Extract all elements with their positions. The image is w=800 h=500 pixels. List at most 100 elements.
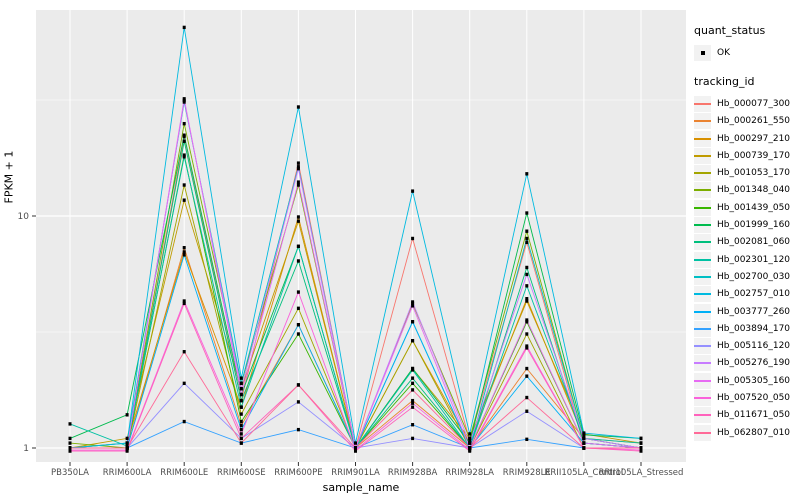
data-point [525,395,529,400]
data-point [639,436,643,441]
data-point [182,246,186,250]
data-point [239,441,243,445]
data-point [296,322,300,327]
data-point [68,441,72,445]
legend-item-label: Hb_005276_190 [717,358,791,369]
legend-item-label: Hb_003777_260 [717,306,791,317]
data-point [354,446,357,450]
data-point [639,449,643,453]
data-point [182,155,186,159]
series-color-swatch [694,120,711,123]
data-point [68,449,72,453]
data-point [239,436,243,441]
data-point [182,139,186,143]
data-point [411,189,415,193]
data-point [239,405,243,409]
series-color-swatch [694,102,711,105]
data-point [354,449,357,453]
data-point [525,299,529,303]
data-point [68,436,72,441]
data-point [125,413,129,417]
data-point [525,366,529,371]
legend-key [694,355,711,372]
data-point [411,423,415,427]
data-point [239,423,243,428]
legend-item-label: Hb_000077_300 [717,98,791,109]
x-tick-label: RRII105LA_Stressed [599,468,684,478]
legend-item: Hb_001439_050 [694,199,798,216]
data-point [239,427,243,432]
data-point [411,381,415,386]
x-tick-label: RRIM901LA [331,468,380,478]
data-point [125,446,129,450]
data-point [182,299,186,303]
legend-item: Hb_005276_190 [694,355,798,372]
data-point [182,381,186,386]
data-point [468,446,472,450]
legend-item: Hb_002081_060 [694,234,798,251]
legend-key [694,424,711,441]
data-point [239,398,243,403]
series-color-swatch [694,431,711,434]
legend-item-label: Hb_062807_010 [717,427,791,438]
legend-key [694,113,711,130]
y-axis-title: FPKM + 1 [2,150,16,204]
legend-item-label: Hb_002301_120 [717,254,791,265]
data-point [296,244,300,249]
data-point [182,97,186,101]
legend-key [694,44,711,61]
legend-key [694,407,711,424]
data-point [182,198,186,202]
data-point [296,219,300,223]
data-point [411,368,415,372]
data-point [525,320,529,324]
series-color-swatch [694,414,711,417]
data-point [525,229,529,233]
series-color-swatch [694,189,711,192]
data-point [525,265,529,270]
series-color-swatch [694,275,711,278]
legend-item-label: Hb_002700_030 [717,271,791,282]
legend-item: OK [694,44,798,61]
x-tick-label: RRIM928BA [388,468,438,478]
data-point [411,300,415,304]
x-tick-label: PB350LA [51,468,89,478]
data-point [296,332,300,336]
data-point [411,436,415,441]
legend-key [694,338,711,355]
data-point [411,304,415,308]
y-tick-label: 1 [23,444,29,454]
x-tick-label: RRIM928LA [445,468,494,478]
data-point [239,387,243,391]
data-point [239,432,243,436]
data-point [125,436,129,441]
series-color-swatch [694,206,711,209]
data-point [125,449,129,453]
legend-key [694,199,711,216]
data-point [411,376,415,380]
legend-key [694,147,711,164]
data-point [582,441,586,445]
data-point [296,383,300,387]
legend-item-label: Hb_001348_040 [717,185,791,196]
legend-key [694,182,711,199]
data-point [296,183,300,187]
data-point [411,398,415,403]
data-point [639,441,643,445]
data-point [525,344,529,348]
x-tick-label: RRIM600PE [274,468,322,478]
legend-item-label: Hb_000261_550 [717,116,791,127]
x-tick-label: RRIM600LE [160,468,208,478]
legend-item-label: OK [717,47,730,58]
series-color-swatch [694,172,711,175]
y-tick-label: 10 [18,212,30,222]
data-point [525,332,529,336]
data-point [468,441,472,445]
legend-item-label: Hb_003894_170 [717,323,791,334]
series-color-swatch [694,258,711,261]
legend: quant_status OK tracking_id Hb_000077_30… [694,24,798,441]
data-point [411,236,415,241]
legend-gap [694,61,798,75]
legend-item: Hb_001999_160 [694,216,798,234]
